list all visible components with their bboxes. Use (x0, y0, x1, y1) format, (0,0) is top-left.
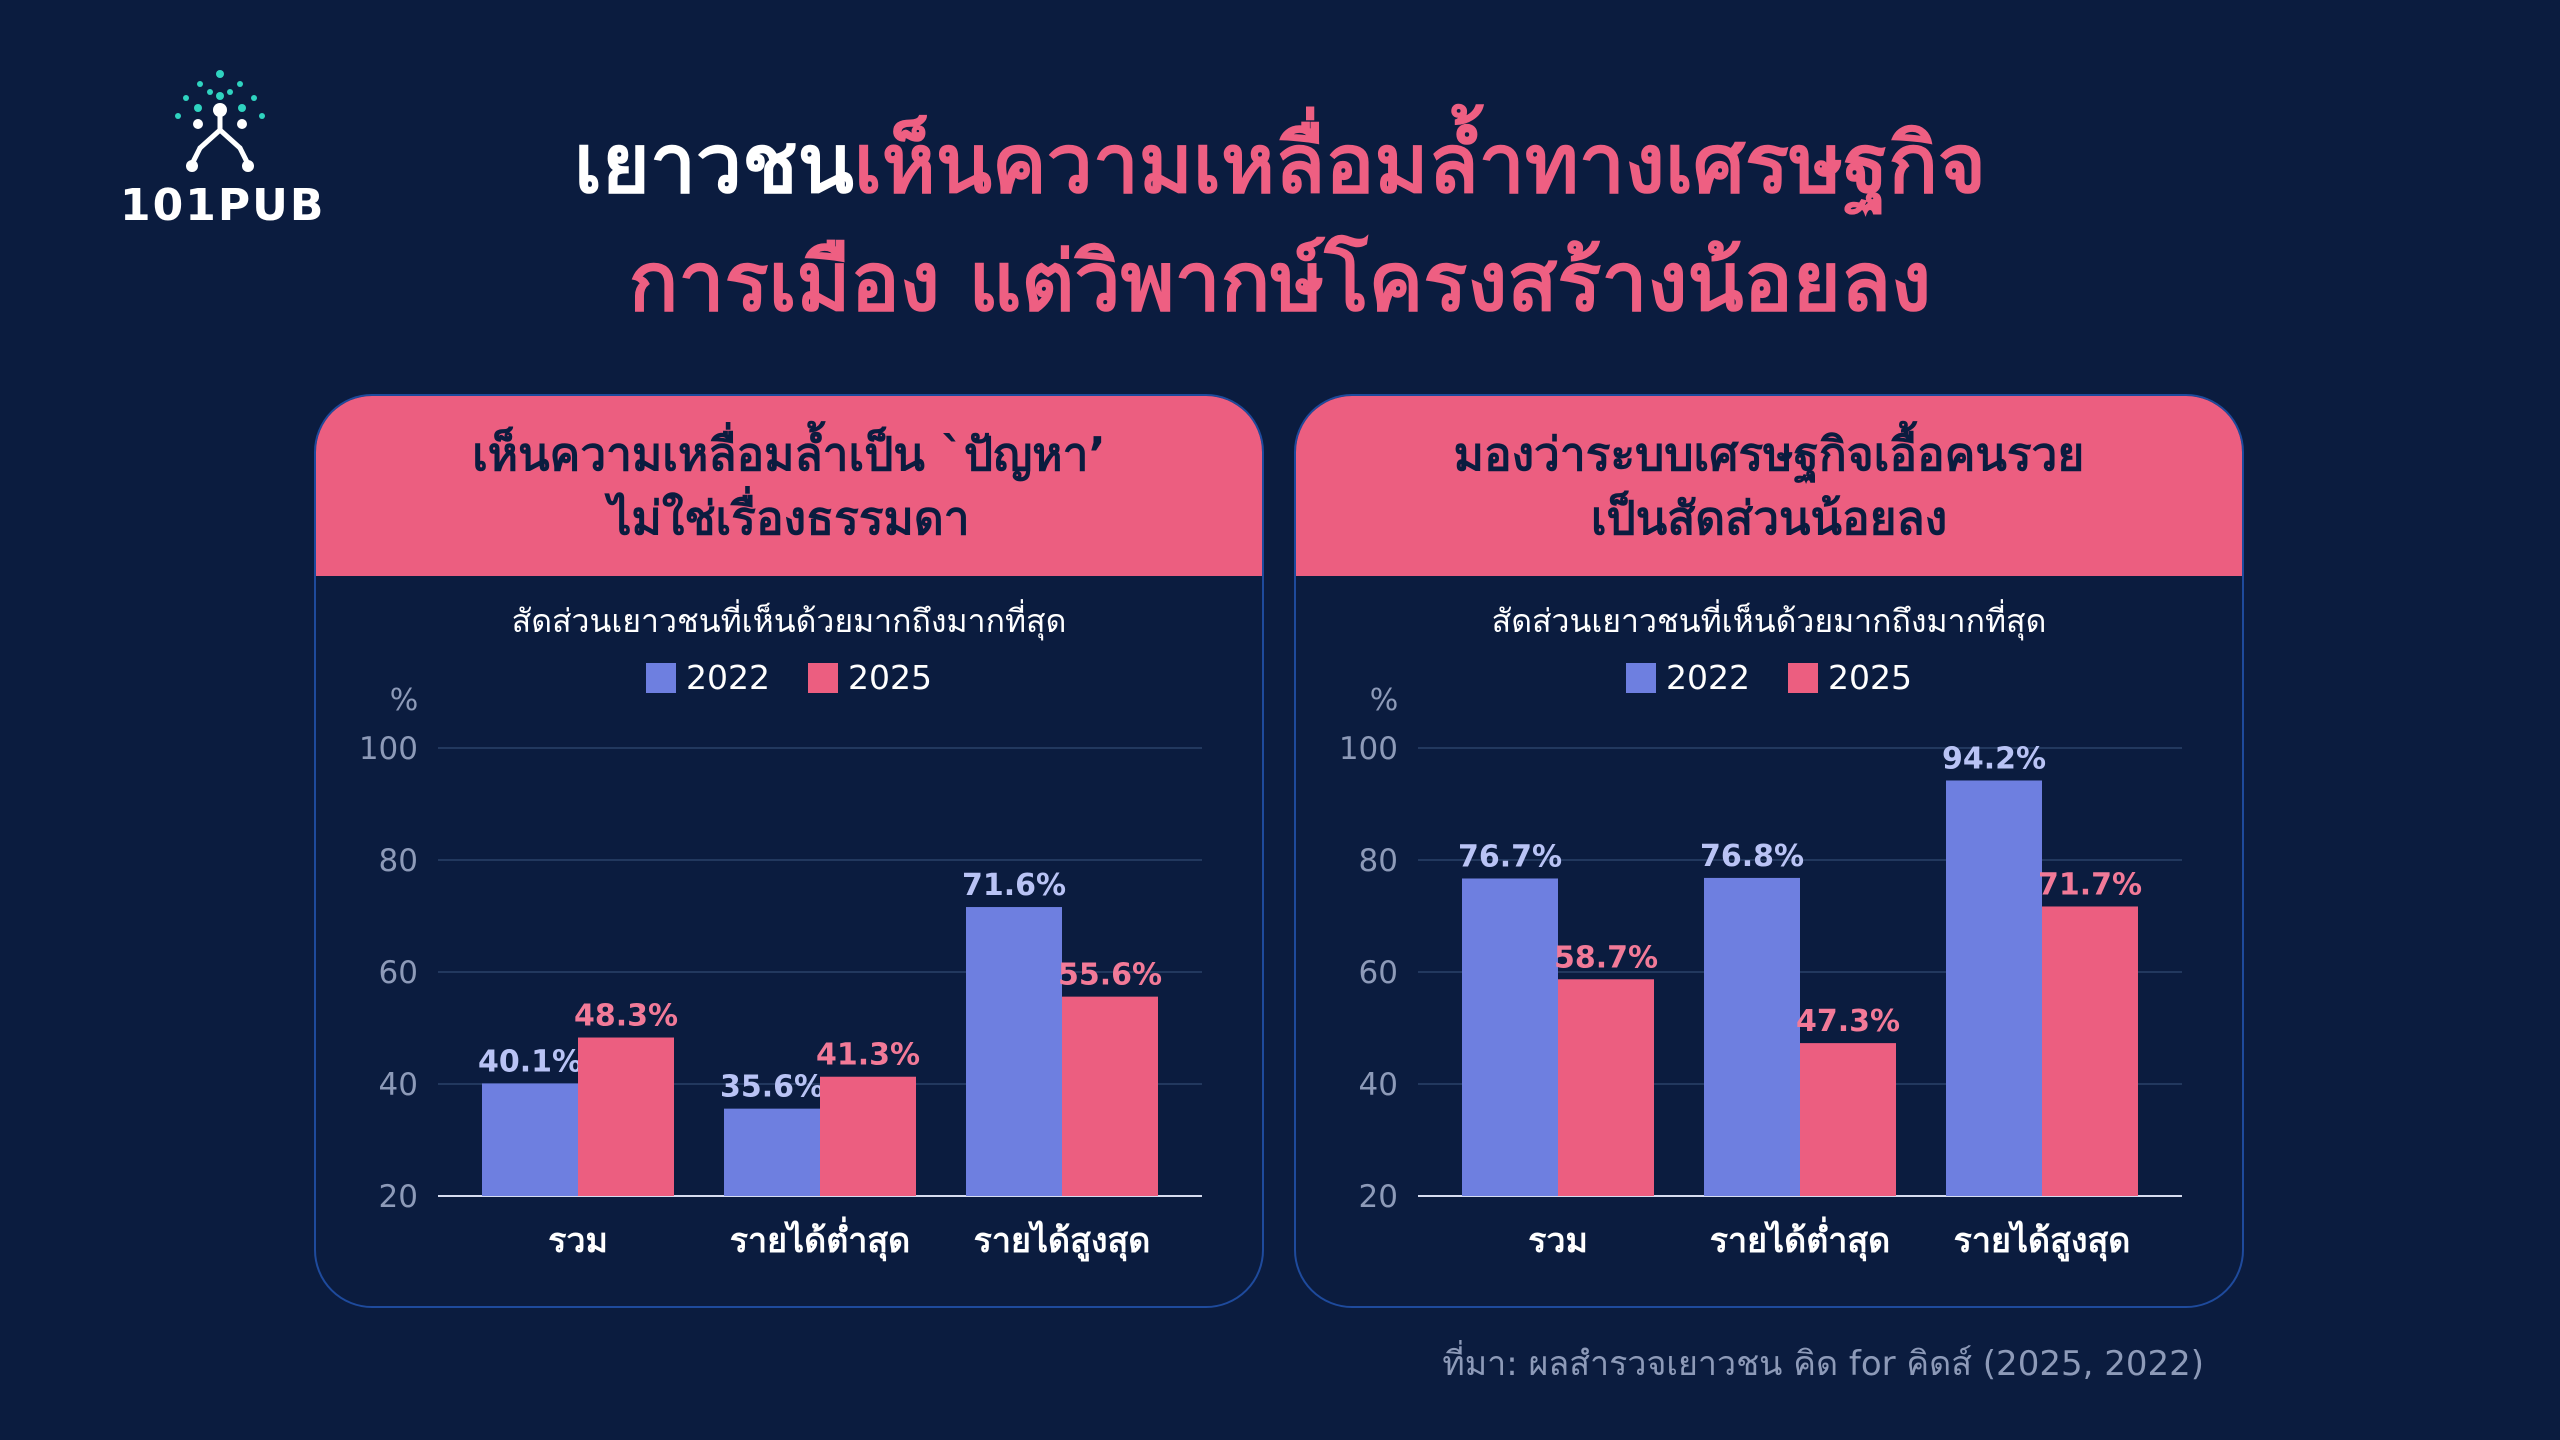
network-logo-icon (175, 70, 265, 172)
source-note: ที่มา: ผลสำรวจเยาวชน คิด for คิดส์ (2025… (1442, 1344, 2204, 1384)
legend-label-2022: 2022 (686, 658, 770, 697)
legend-swatch-2022 (646, 662, 677, 693)
data-label-2022-1: 40.1% (478, 1044, 582, 1079)
bar-2025-3 (1062, 996, 1158, 1196)
data-label-2025-1: 58.7% (1554, 940, 1658, 975)
legend-swatch-2025 (808, 662, 838, 693)
headline-white-part: เยาวชน (573, 117, 854, 212)
headline-line-2: การเมือง แต่วิพากษ์โครงสร้างน้อยลง (628, 235, 1932, 330)
legend-item-2025: 2025 (808, 658, 932, 697)
bar-2022-1 (482, 1083, 578, 1196)
chart-legend: 2022 2025 (316, 658, 1262, 697)
y-tick-label: 100 (359, 731, 418, 767)
logo-text: 101PUB (120, 180, 326, 231)
data-label-2025-3: 71.7% (2038, 867, 2142, 902)
y-tick-label: 60 (1359, 955, 1398, 991)
chart-panel-economy-favors-rich: มองว่าระบบเศรษฐกิจเอื้อคนรวย เป็นสัดส่วน… (1294, 394, 2244, 1308)
data-label-2022-1: 76.7% (1458, 839, 1562, 874)
bar-2025-1 (578, 1037, 674, 1196)
bar-2022-2 (724, 1108, 820, 1196)
legend-label-2025: 2025 (848, 658, 932, 697)
y-tick-label: 60 (379, 955, 418, 991)
x-category-label: รายได้สูงสุด (1954, 1220, 2131, 1262)
headline-pink-part: เห็นความเหลื่อมล้ำทางเศรษฐกิจ (853, 117, 1987, 212)
y-tick-label: 40 (1359, 1067, 1398, 1103)
y-axis-unit-label: % (1370, 683, 1399, 718)
panel-title-line-1: เห็นความเหลื่อมล้ำเป็น `ปัญหา’ (472, 426, 1106, 481)
data-label-2022-2: 76.8% (1700, 839, 1804, 874)
y-tick-label: 20 (379, 1179, 418, 1215)
y-tick-label: 40 (379, 1067, 418, 1103)
x-category-label: รายได้สูงสุด (974, 1220, 1151, 1262)
y-tick-label: 20 (1359, 1179, 1398, 1215)
chart-panel-inequality-problem: เห็นความเหลื่อมล้ำเป็น `ปัญหา’ ไม่ใช่เรื… (314, 394, 1264, 1308)
y-tick-label: 80 (379, 843, 418, 879)
bar-2022-2 (1704, 877, 1800, 1196)
panel-title-line-2: ไม่ใช่เรื่องธรรมดา (608, 491, 970, 545)
data-label-2022-3: 71.6% (962, 868, 1066, 903)
bar-2022-3 (1946, 780, 2042, 1196)
bar-2025-1 (1558, 979, 1654, 1196)
bar-2025-2 (820, 1076, 916, 1196)
data-label-2025-1: 48.3% (574, 999, 678, 1034)
legend-item-2025: 2025 (1788, 658, 1912, 697)
chart-subtitle: สัดส่วนเยาวชนที่เห็นด้วยมากถึงมากที่สุด (511, 602, 1067, 640)
y-tick-label: 80 (1359, 843, 1398, 879)
headline-line-1: เยาวชนเห็นความเหลื่อมล้ำทางเศรษฐกิจ (380, 117, 2180, 212)
y-axis-unit-label: % (390, 683, 419, 718)
data-label-2025-3: 55.6% (1058, 958, 1162, 993)
data-label-2022-2: 35.6% (720, 1070, 824, 1105)
x-category-label: รวม (548, 1221, 608, 1261)
bar-2022-3 (966, 907, 1062, 1196)
legend-label-2025: 2025 (1828, 658, 1912, 697)
panel-title-line-1: มองว่าระบบเศรษฐกิจเอื้อคนรวย (1453, 426, 2085, 481)
x-category-label: รายได้ต่ำสุด (1710, 1216, 1890, 1262)
chart-subtitle: สัดส่วนเยาวชนที่เห็นด้วยมากถึงมากที่สุด (1491, 602, 2047, 640)
data-label-2025-2: 41.3% (816, 1038, 920, 1073)
data-label-2022-3: 94.2% (1942, 741, 2046, 776)
data-label-2025-2: 47.3% (1796, 1004, 1900, 1039)
legend-swatch-2022 (1626, 662, 1657, 693)
bar-chart-economy-favors-rich: % 20 40 60 80 100 76.7% 58.7% รวม 76.8% 47.3% รายได… (1339, 683, 2182, 1262)
x-category-label: รายได้ต่ำสุด (730, 1216, 910, 1262)
panel-title-line-2: เป็นสัดส่วนน้อยลง (1590, 491, 1948, 545)
brand-logo: 101PUB (120, 68, 326, 238)
bar-2025-2 (1800, 1043, 1896, 1196)
legend-item-2022: 2022 (646, 658, 770, 697)
bar-2025-3 (2042, 906, 2138, 1196)
y-tick-label: 100 (1339, 731, 1398, 767)
bar-chart-inequality-problem: % 20 40 60 80 100 40.1% 48.3% รวม 35.6%41.3% รายได… (359, 683, 1202, 1262)
panel-header: มองว่าระบบเศรษฐกิจเอื้อคนรวย เป็นสัดส่วน… (1296, 396, 2242, 576)
legend-label-2022: 2022 (1666, 658, 1750, 697)
x-category-label: รวม (1528, 1221, 1588, 1261)
legend-item-2022: 2022 (1626, 658, 1750, 697)
chart-legend: 2022 2025 (1296, 658, 2242, 697)
legend-swatch-2025 (1788, 662, 1818, 693)
panel-header: เห็นความเหลื่อมล้ำเป็น `ปัญหา’ ไม่ใช่เรื… (316, 396, 1262, 576)
bar-2022-1 (1462, 878, 1558, 1196)
